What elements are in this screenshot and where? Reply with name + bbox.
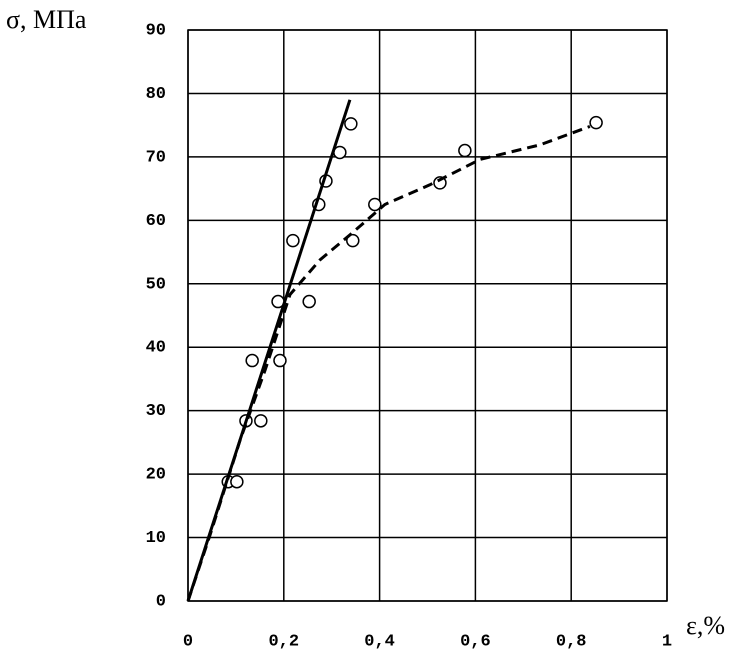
data-point	[230, 474, 244, 489]
fit-line	[186, 99, 352, 602]
data-point	[433, 176, 447, 190]
x-tick-label: 0	[183, 632, 193, 651]
data-point	[458, 143, 472, 158]
y-tick-label: 30	[146, 402, 166, 421]
y-tick-label: 10	[146, 529, 166, 548]
x-tick-label: 0,2	[268, 632, 299, 651]
y-tick-label: 20	[146, 466, 166, 485]
data-point	[346, 233, 360, 248]
y-tick-label: 0	[156, 592, 166, 611]
x-tick-label: 0,6	[460, 632, 491, 651]
y-tick-label: 50	[146, 275, 166, 294]
data-point	[245, 353, 259, 368]
data-point	[286, 233, 300, 248]
y-tick-label: 60	[146, 212, 166, 231]
data-point	[344, 117, 358, 131]
y-tick-label: 70	[146, 148, 166, 167]
y-tick-label: 80	[146, 85, 166, 104]
x-tick-label: 0,8	[556, 632, 587, 651]
y-tick-label: 40	[146, 339, 166, 358]
data-point	[273, 353, 287, 368]
x-tick-label: 0,4	[364, 632, 395, 651]
data-point	[302, 294, 316, 309]
y-axis-label: σ, МПа	[6, 5, 87, 34]
dashed-curve	[186, 125, 591, 602]
y-tick-label: 90	[146, 21, 166, 40]
data-point	[589, 115, 603, 130]
data-point	[254, 414, 268, 428]
x-axis-label: ε,%	[686, 611, 725, 640]
x-tick-label: 1	[662, 632, 672, 651]
data-point	[368, 197, 382, 212]
plot-frame	[187, 29, 668, 602]
